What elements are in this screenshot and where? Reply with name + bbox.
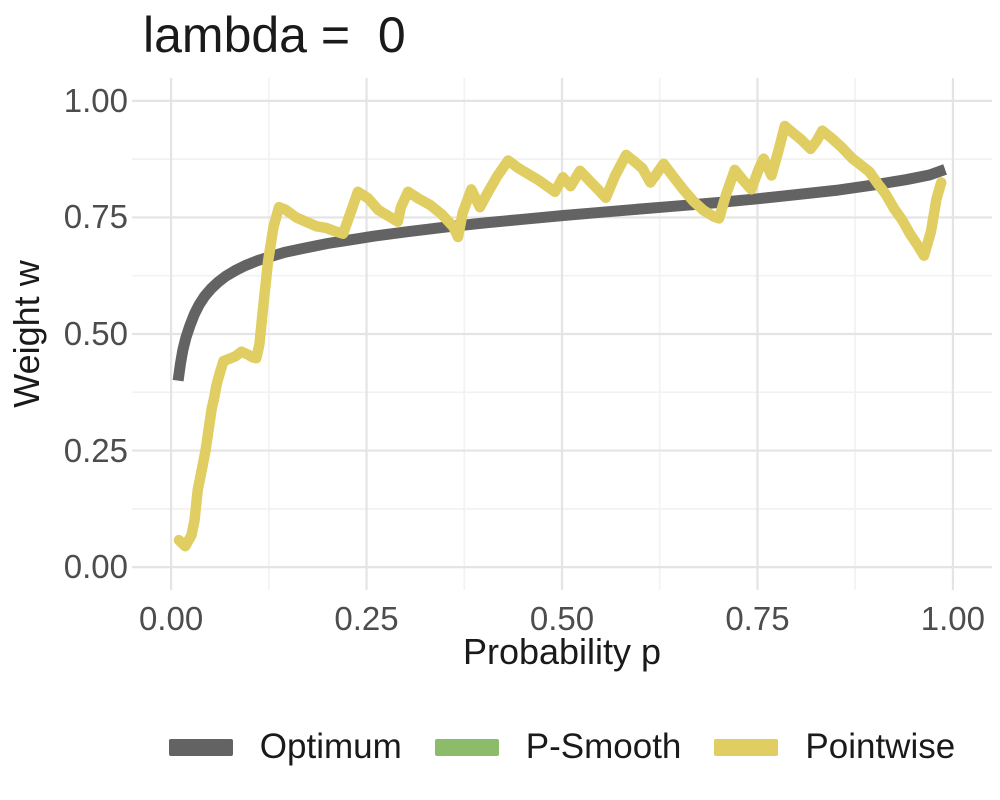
legend-entry-pointwise: Pointwise (714, 727, 955, 767)
legend-label-pointwise: Pointwise (805, 727, 956, 766)
legend-entry-optimum: Optimum (168, 727, 402, 767)
legend: Optimum P-Smooth Pointwise (132, 724, 992, 770)
legend-swatch-pointwise (714, 738, 779, 756)
y-tick-label: 0.25 (63, 431, 128, 469)
y-tick-label: 0.75 (63, 198, 128, 236)
x-tick-label: 1.00 (920, 600, 986, 637)
y-tick-label: 0.00 (63, 548, 128, 586)
legend-swatch-optimum (168, 738, 233, 756)
x-axis-title: Probability p (462, 631, 662, 672)
legend-entry-p-smooth: P-Smooth (434, 727, 682, 767)
x-tick-label: 0.50 (529, 600, 595, 637)
y-tick-label: 0.50 (63, 315, 128, 352)
legend-swatch-p-smooth (434, 738, 499, 756)
x-tick-label: 0.75 (725, 600, 790, 637)
plot-panel (132, 78, 992, 590)
x-tick-label: 0.00 (138, 600, 204, 637)
x-tick-label: 0.25 (334, 600, 399, 637)
legend-label-p-smooth: P-Smooth (525, 727, 682, 766)
chart-title: lambda = 0 (143, 7, 406, 63)
series-line-pointwise (173, 120, 947, 552)
legend-label-optimum: Optimum (259, 727, 402, 766)
series-line-optimum (172, 164, 947, 382)
y-tick-label: 1.00 (63, 81, 128, 119)
